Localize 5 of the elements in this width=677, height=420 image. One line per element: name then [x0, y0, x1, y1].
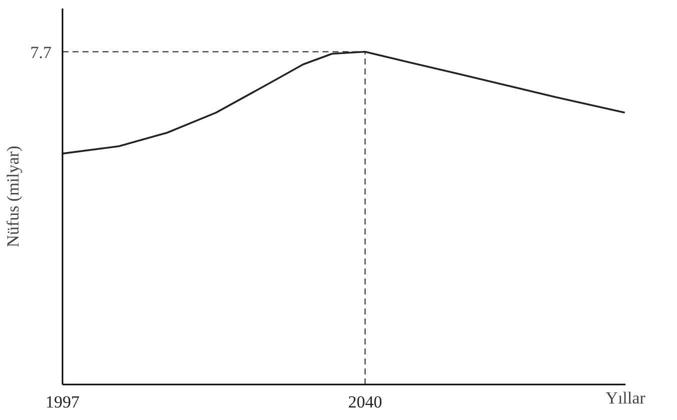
x-axis-title: Yıllar	[606, 388, 646, 408]
y-axis-title: Nüfus (milyar)	[3, 146, 22, 248]
text: 7.7	[30, 42, 52, 62]
x-tick-label: 1997	[46, 392, 80, 412]
x-tick-label: 2040	[348, 392, 382, 412]
